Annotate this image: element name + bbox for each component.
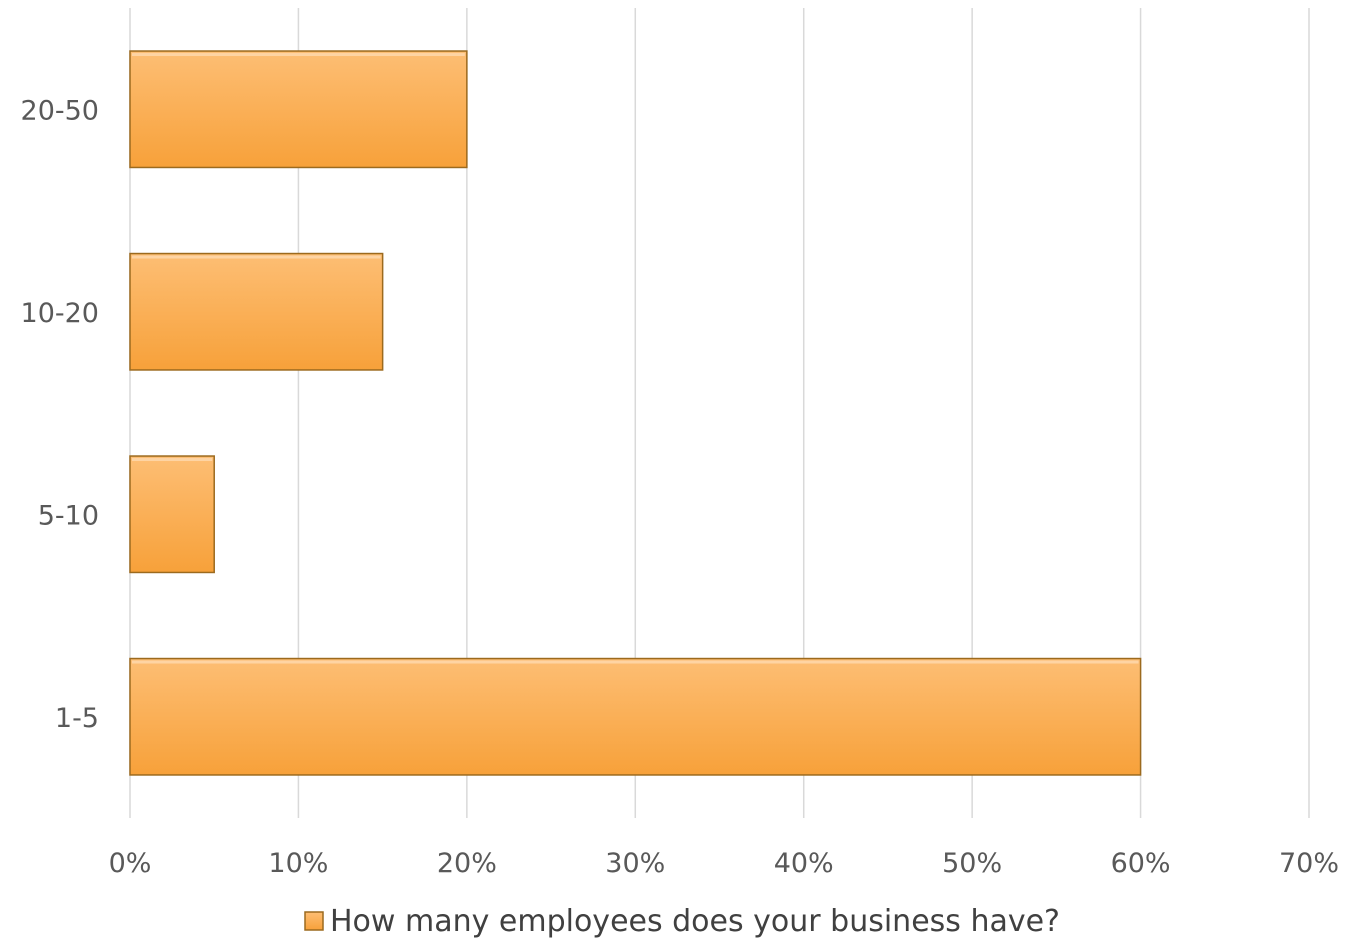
bar xyxy=(129,252,384,371)
bar xyxy=(129,50,468,169)
bar xyxy=(129,657,1142,776)
bar-highlight xyxy=(132,660,1139,664)
bar xyxy=(129,455,215,574)
category-label: 10-20 xyxy=(21,298,99,329)
legend: How many employees does your business ha… xyxy=(304,904,1060,939)
x-tick-label: 60% xyxy=(1111,848,1171,879)
category-label: 20-50 xyxy=(21,95,99,126)
x-tick-label: 20% xyxy=(437,848,497,879)
x-tick-label: 70% xyxy=(1279,848,1339,879)
bar-highlight xyxy=(132,53,465,57)
x-tick-label: 10% xyxy=(268,848,328,879)
x-tick-labels: 0% 10% 20% 30% 40% 50% 60% 70% xyxy=(109,848,1339,879)
category-labels: 1-5 5-10 10-20 20-50 xyxy=(21,95,99,734)
category-label: 1-5 xyxy=(55,703,99,734)
bars xyxy=(129,50,1142,776)
x-tick-label: 0% xyxy=(109,848,152,879)
bar-highlight xyxy=(132,255,381,259)
x-tick-label: 30% xyxy=(605,848,665,879)
legend-swatch xyxy=(304,911,324,931)
x-tick-label: 40% xyxy=(774,848,834,879)
bar-highlight xyxy=(132,458,213,462)
x-tick-label: 50% xyxy=(942,848,1002,879)
category-label: 5-10 xyxy=(38,500,99,531)
legend-label: How many employees does your business ha… xyxy=(330,904,1060,939)
